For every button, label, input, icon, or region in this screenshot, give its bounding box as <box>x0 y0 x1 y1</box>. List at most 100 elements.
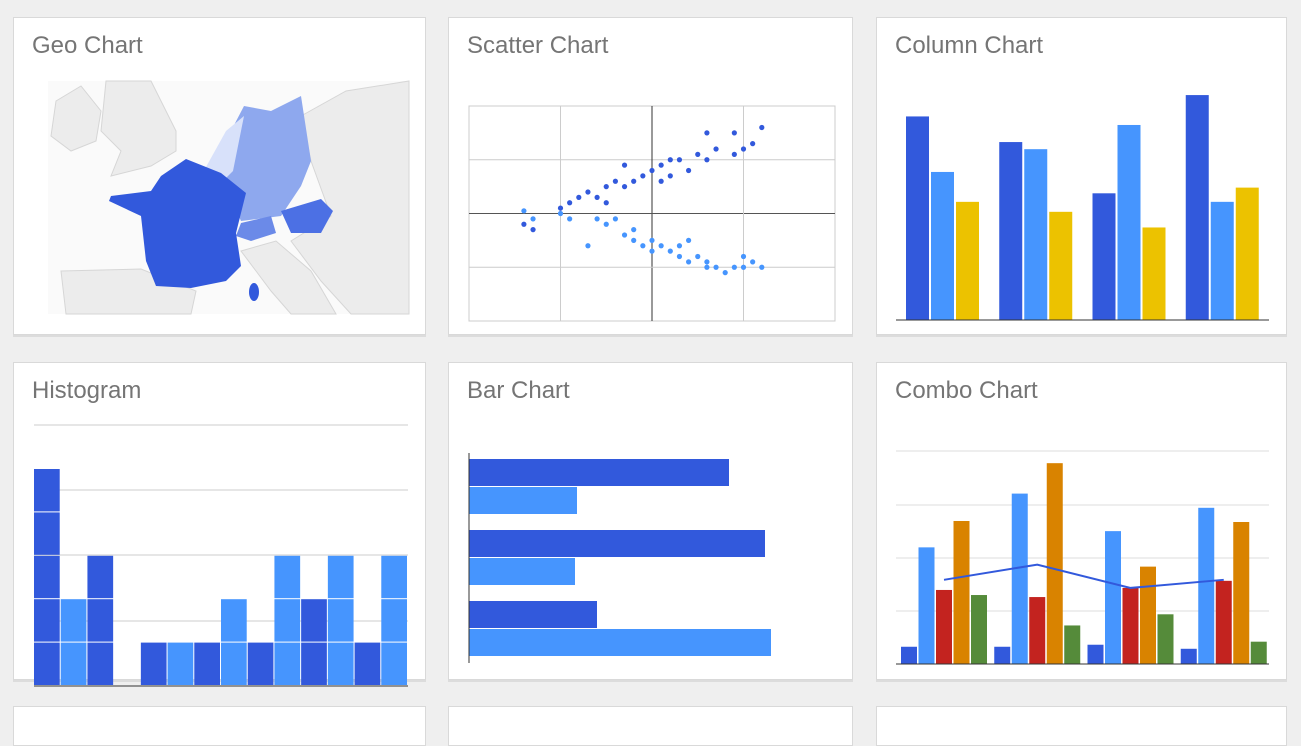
horizontal-bar <box>469 629 771 656</box>
scatter-point <box>713 264 719 270</box>
column-chart-card[interactable]: Column Chart <box>876 17 1287 335</box>
scatter-point <box>612 216 618 222</box>
scatter-point <box>759 124 765 131</box>
scatter-point <box>713 146 719 152</box>
column-bar <box>931 171 954 320</box>
scatter-point <box>594 216 600 222</box>
combo-bar <box>1046 463 1063 664</box>
scatter-point <box>667 157 673 163</box>
scatter-point <box>649 167 655 174</box>
column-bar <box>1185 95 1209 320</box>
map-country-france <box>109 159 246 288</box>
horizontal-bar <box>469 459 729 486</box>
scatter-point <box>704 264 710 270</box>
combo-bar <box>1105 531 1121 664</box>
combo-bar <box>1087 644 1104 664</box>
scatter-point <box>640 173 646 179</box>
column-bar <box>956 201 979 320</box>
column-chart <box>896 95 1269 321</box>
scatter-point <box>567 216 573 222</box>
map-country-italy <box>240 240 337 315</box>
scatter-point <box>740 146 747 152</box>
scatter-point <box>567 200 573 206</box>
combo-bar <box>971 595 987 664</box>
column-bar <box>1049 211 1073 320</box>
histogram-chart <box>34 424 408 687</box>
histogram-block <box>34 512 60 555</box>
histogram-block <box>247 642 274 685</box>
combo-bar <box>1029 597 1046 664</box>
combo-bar <box>901 646 917 664</box>
scatter-point <box>676 243 683 249</box>
scatter-point <box>722 270 728 276</box>
histogram-card[interactable]: Histogram <box>13 362 426 687</box>
scatter-point <box>594 194 600 200</box>
histogram-block <box>87 555 114 599</box>
combo-chart-card[interactable]: Combo Chart <box>876 362 1287 680</box>
scatter-point <box>521 208 527 214</box>
histogram-block <box>381 555 407 599</box>
card-title: Column Chart <box>895 32 1044 59</box>
histogram-block <box>381 599 407 642</box>
map-country-benelux <box>201 116 244 181</box>
scatter-point <box>667 173 673 179</box>
map-country-germany <box>221 96 311 221</box>
column-bar <box>906 116 929 320</box>
scatter-point <box>704 259 710 265</box>
map-country-switzerland <box>236 216 276 241</box>
scatter-point <box>686 259 692 265</box>
histogram-block <box>194 642 220 685</box>
combo-bar <box>1064 625 1081 664</box>
combo-bar <box>918 547 935 664</box>
histogram-block <box>327 555 354 599</box>
scatter-point <box>603 221 609 227</box>
histogram-block <box>354 642 381 685</box>
card-title: Scatter Chart <box>467 32 609 59</box>
histogram-block <box>87 642 114 685</box>
horizontal-bar <box>469 601 597 628</box>
card-title: Geo Chart <box>32 32 143 59</box>
card-title: Bar Chart <box>467 377 570 404</box>
scatter-point <box>621 184 628 190</box>
histogram-block <box>34 599 60 642</box>
next-row-card[interactable] <box>448 706 853 746</box>
combo-bar <box>994 646 1011 664</box>
scatter-chart-card[interactable]: Scatter Chart <box>448 17 853 335</box>
geo-chart <box>48 80 410 315</box>
combo-bar <box>1233 522 1250 664</box>
map-region-corsica <box>249 283 259 301</box>
horizontal-bar <box>469 530 765 557</box>
histogram-block <box>167 642 194 685</box>
scatter-point <box>731 264 737 270</box>
scatter-point <box>676 157 683 163</box>
next-row-card[interactable] <box>13 706 426 746</box>
scatter-point <box>557 210 564 217</box>
scatter-point <box>704 130 710 136</box>
map-country-uk <box>100 80 177 177</box>
combo-bar <box>1215 580 1232 664</box>
scatter-point <box>576 194 582 200</box>
scatter-point <box>731 151 737 157</box>
scatter-chart <box>468 105 836 322</box>
histogram-block <box>274 555 301 599</box>
scatter-point <box>640 243 646 249</box>
next-row-card[interactable] <box>876 706 1287 746</box>
column-bar <box>1210 201 1234 320</box>
map-country-austria <box>281 199 333 233</box>
combo-chart <box>896 450 1269 665</box>
scatter-point <box>621 162 628 168</box>
geo-chart-card[interactable]: Geo Chart <box>13 17 426 335</box>
scatter-point <box>585 243 591 249</box>
combo-bar <box>1157 614 1174 664</box>
histogram-block <box>34 555 60 599</box>
histogram-block <box>140 642 167 685</box>
scatter-point <box>585 189 591 195</box>
bar-chart-card[interactable]: Bar Chart <box>448 362 853 680</box>
histogram-block <box>274 642 301 685</box>
scatter-point <box>521 221 527 227</box>
combo-bar <box>1140 566 1156 664</box>
combo-bar <box>953 520 970 664</box>
histogram-block <box>274 599 301 642</box>
column-bar <box>1235 187 1259 320</box>
scatter-point <box>621 232 628 238</box>
